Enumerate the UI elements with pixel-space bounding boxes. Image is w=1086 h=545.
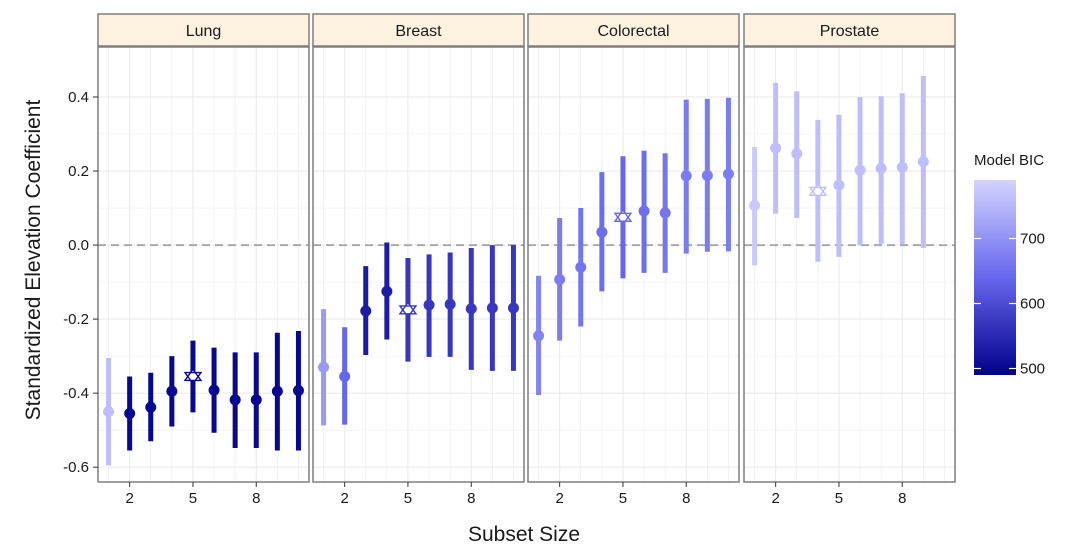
data-point xyxy=(833,179,845,191)
selected-model-marker-down xyxy=(613,212,633,226)
facet-label: Lung xyxy=(186,23,222,40)
facet-prostate: Prostate 2 5 8 xyxy=(743,13,956,507)
data-point xyxy=(423,299,435,311)
legend-title: Model BIC xyxy=(974,152,1044,169)
data-point xyxy=(791,148,803,160)
colorbar-tick-label: 600 xyxy=(1020,296,1045,313)
data-point xyxy=(339,370,351,382)
data-point xyxy=(381,285,393,297)
x-tick-label: 8 xyxy=(252,490,260,507)
data-point xyxy=(554,273,566,285)
data-point xyxy=(638,205,650,217)
facet-label: Breast xyxy=(395,23,442,40)
selected-model-marker-down xyxy=(398,305,418,319)
x-tick-label: 2 xyxy=(555,490,563,507)
data-point xyxy=(444,298,456,310)
facet-strip xyxy=(527,13,740,47)
x-tick-label: 2 xyxy=(125,490,133,507)
x-tick-label: 5 xyxy=(189,490,197,507)
selected-model-marker-down xyxy=(808,186,828,200)
data-point xyxy=(250,394,262,406)
x-tick-label: 8 xyxy=(898,490,906,507)
data-point xyxy=(917,156,929,168)
x-tick-label: 2 xyxy=(340,490,348,507)
data-point xyxy=(659,207,671,219)
data-point xyxy=(124,408,136,420)
panel-border xyxy=(527,46,740,483)
x-axis-title: Subset Size xyxy=(468,523,580,545)
x-tick-label: 5 xyxy=(404,490,412,507)
data-point xyxy=(271,385,283,397)
data-point xyxy=(166,385,178,397)
data-point xyxy=(575,261,587,273)
y-tick-label: -0.6 xyxy=(63,459,89,476)
data-point xyxy=(749,199,761,211)
data-point xyxy=(896,161,908,173)
data-point xyxy=(701,169,713,181)
data-point xyxy=(770,142,782,154)
x-tick-label: 5 xyxy=(619,490,627,507)
colorbar-tick-label: 700 xyxy=(1020,231,1045,248)
data-point xyxy=(292,385,304,397)
data-point xyxy=(486,302,498,314)
panel-background xyxy=(528,47,739,482)
data-point xyxy=(596,226,608,238)
facet-colorectal: Colorectal 2 5 8 xyxy=(527,13,740,507)
x-tick-label: 8 xyxy=(467,490,475,507)
y-tick-label: -0.4 xyxy=(63,385,89,402)
colorbar xyxy=(974,180,1016,375)
x-tick-label: 8 xyxy=(682,490,690,507)
panel-background xyxy=(744,47,955,482)
panel-border xyxy=(743,46,956,483)
facet-panels: Lung 2 5 8 Breast 2 5 8 Colorectal 2 5 8 Prostate 2 5 8 xyxy=(97,13,956,507)
selected-model-marker-down xyxy=(183,371,203,385)
legend: Model BIC 700 600 500 xyxy=(974,152,1045,378)
facet-label: Colorectal xyxy=(597,23,669,40)
data-point xyxy=(854,164,866,176)
facet-label: Prostate xyxy=(820,23,880,40)
panel-border xyxy=(97,46,310,483)
data-point xyxy=(465,303,477,315)
data-point xyxy=(360,305,372,317)
y-axis: 0.4 0.2 0.0 -0.2 -0.4 -0.6 xyxy=(63,89,98,476)
y-tick-label: 0.4 xyxy=(68,89,89,106)
panel-background xyxy=(313,47,524,482)
facet-strip xyxy=(312,13,525,47)
data-point xyxy=(533,330,545,342)
y-tick-label: 0.2 xyxy=(68,163,89,180)
panel-border xyxy=(312,46,525,483)
data-point xyxy=(722,168,734,180)
colorbar-ticks: 700 600 500 xyxy=(974,231,1045,378)
y-axis-title: Standardized Elevation Coefficient xyxy=(22,100,45,421)
x-tick-label: 2 xyxy=(771,490,779,507)
colorbar-tick-label: 500 xyxy=(1020,361,1045,378)
x-tick-label: 5 xyxy=(835,490,843,507)
data-point xyxy=(318,361,330,373)
data-point xyxy=(208,384,220,396)
facet-strip xyxy=(743,13,956,47)
facet-lung: Lung 2 5 8 xyxy=(97,13,310,507)
y-tick-label: -0.2 xyxy=(63,311,89,328)
data-point xyxy=(507,302,519,314)
facet-strip xyxy=(97,13,310,47)
facet-breast: Breast 2 5 8 xyxy=(312,13,525,507)
data-point xyxy=(145,401,157,413)
y-tick-label: 0.0 xyxy=(68,237,89,254)
data-point xyxy=(875,162,887,174)
data-point xyxy=(680,170,692,182)
data-point xyxy=(229,394,241,406)
data-point xyxy=(103,406,115,418)
